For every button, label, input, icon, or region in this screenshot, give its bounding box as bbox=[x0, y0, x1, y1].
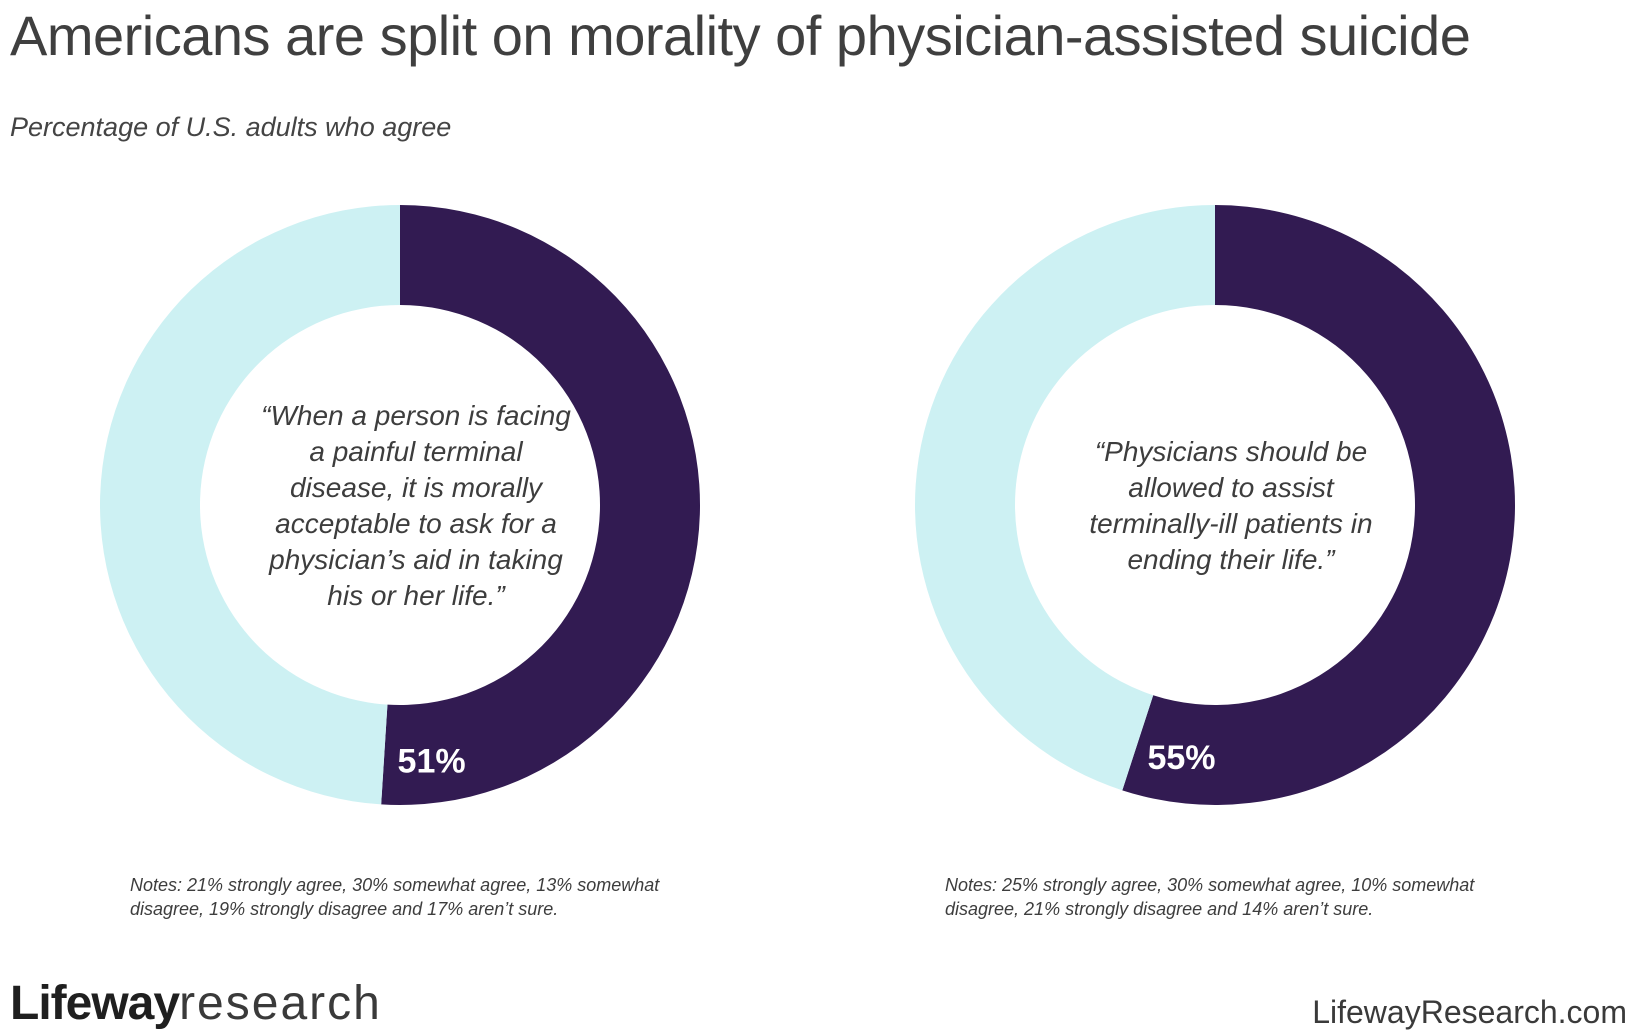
donut-2-question: “Physicians should be allowed to assist … bbox=[1089, 436, 1373, 575]
donut-1-question: “When a person is facing a painful termi… bbox=[261, 400, 571, 611]
donut-chart-morality: 51% bbox=[100, 205, 701, 805]
donut-slice-agree bbox=[1122, 205, 1515, 805]
chart-subtitle: Percentage of U.S. adults who agree bbox=[10, 112, 452, 142]
brand-research: research bbox=[179, 977, 382, 1030]
donut-slice-other bbox=[100, 205, 400, 805]
donut-slice-other bbox=[914, 205, 1215, 791]
donut-1-notes: Notes: 21% strongly agree, 30% somewhat … bbox=[130, 875, 660, 919]
donut-slice-agree bbox=[381, 205, 701, 805]
website-link[interactable]: LifewayResearch.com bbox=[1312, 994, 1627, 1030]
chart-title: Americans are split on morality of physi… bbox=[10, 4, 1471, 67]
donut-value-label: 51% bbox=[398, 742, 466, 780]
donut-chart-physicians-allowed: 55% bbox=[914, 205, 1515, 805]
lifeway-research-logo: Lifewayresearch bbox=[10, 978, 382, 1030]
donut-value-label: 55% bbox=[1147, 739, 1215, 777]
donut-2-notes: Notes: 25% strongly agree, 30% somewhat … bbox=[945, 875, 1475, 919]
brand-lifeway: Lifeway bbox=[10, 977, 180, 1030]
